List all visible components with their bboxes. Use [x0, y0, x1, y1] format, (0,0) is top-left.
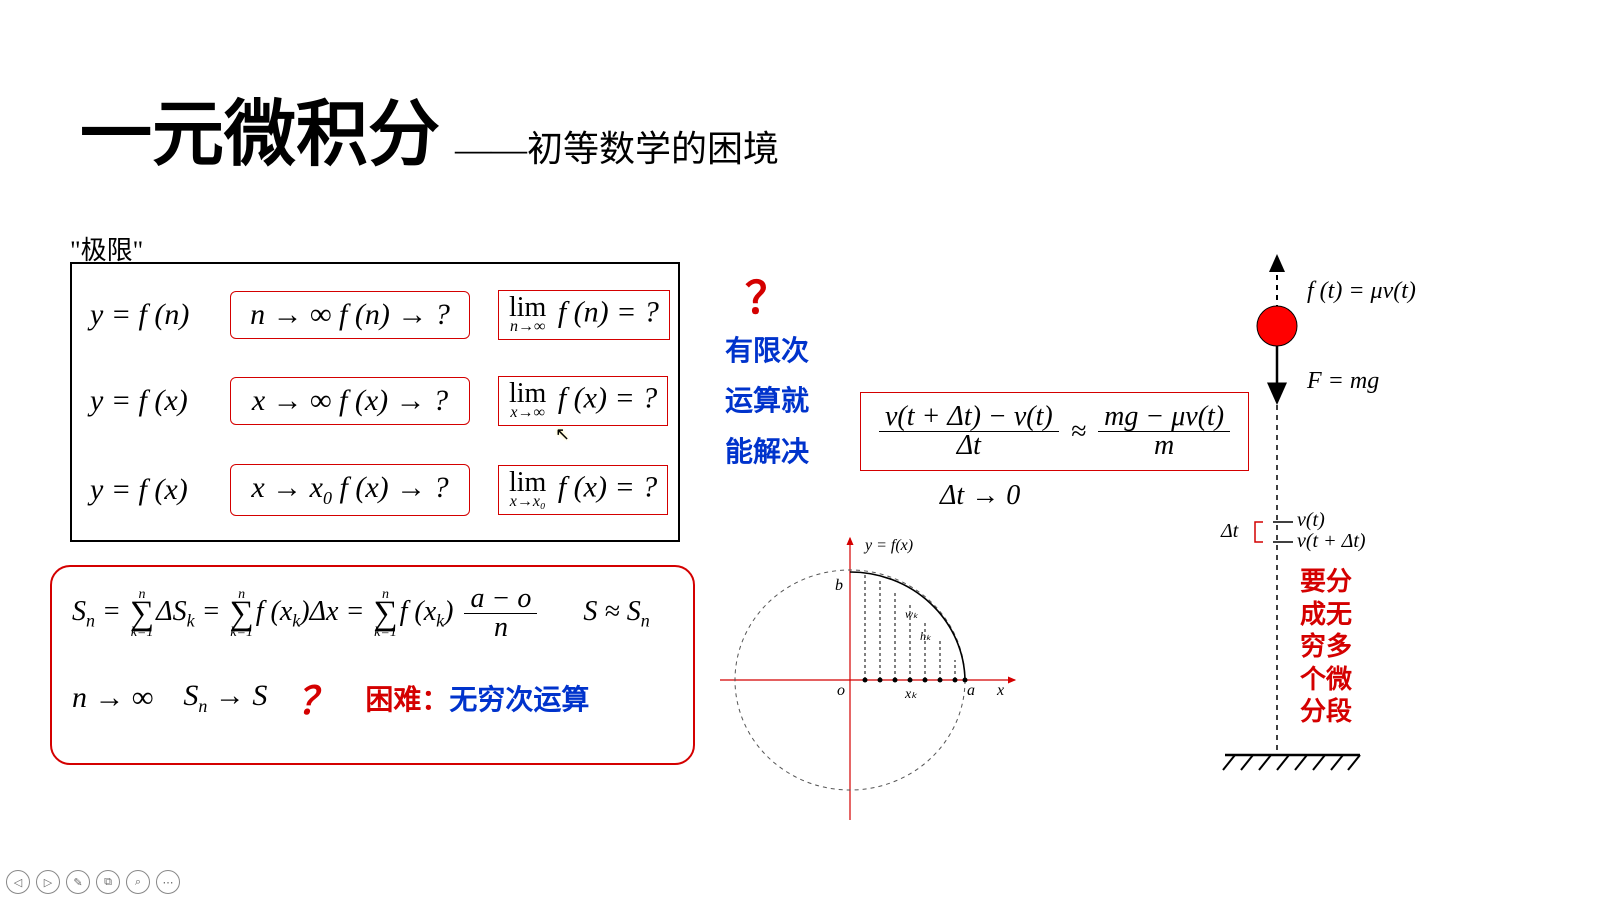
- next-button[interactable]: ▷: [36, 870, 60, 894]
- title-sep: ——: [455, 129, 527, 169]
- svg-text:xₖ: xₖ: [904, 687, 918, 702]
- limit-row-3: y = f (x) x → x0 f (x) → ? lim x→x₀ f (x…: [90, 464, 668, 516]
- y-fx-2: y = f (x): [90, 384, 220, 418]
- sigma-3: n∑k=1: [373, 589, 397, 639]
- svg-text:wₖ: wₖ: [905, 607, 919, 621]
- lim-box-3: lim x→x₀ f (x) = ?: [498, 465, 668, 515]
- title-sub-text: 初等数学的困境: [527, 129, 779, 169]
- svg-text:x: x: [996, 682, 1004, 699]
- mouse-cursor-icon: ↖: [555, 424, 570, 445]
- title-main: 一元微积分: [80, 75, 440, 180]
- lim-box-1: lim n→∞ f (n) = ?: [498, 290, 670, 340]
- lim-symbol-3: lim x→x₀: [509, 470, 546, 510]
- cond-box-3: x → x0 f (x) → ?: [230, 464, 470, 516]
- limit-box: y = f (n) n → ∞ f (n) → ? lim n→∞ f (n) …: [70, 262, 680, 542]
- red-column-text: 要分 成无 穷多 个微 分段: [1300, 565, 1352, 728]
- svg-text:hₖ: hₖ: [920, 629, 932, 643]
- sum-box: Sn = n∑k=1 ΔSk = n∑k=1 f (xk)Δx = n∑k=1 …: [50, 565, 695, 765]
- label-vt-dt: v(t + Δt): [1297, 530, 1366, 553]
- frac-right: mg − μv(t) m: [1098, 403, 1230, 460]
- rc2: 成无: [1300, 598, 1352, 631]
- label-dt: Δt: [1221, 520, 1238, 543]
- presentation-controls: ◁ ▷ ✎ ⧉ ⌕ ⋯: [6, 870, 180, 894]
- lim-expr-3: f (x) = ?: [558, 471, 657, 504]
- cond-box-1: n → ∞ f (n) → ?: [230, 291, 470, 339]
- q-line1: 有限次: [725, 326, 809, 376]
- svg-text:o: o: [837, 682, 845, 699]
- prev-button[interactable]: ◁: [6, 870, 30, 894]
- more-button[interactable]: ⋯: [156, 870, 180, 894]
- lim-expr-1: f (n) = ?: [558, 296, 659, 329]
- frac-left: v(t + Δt) − v(t) Δt: [879, 403, 1059, 460]
- n-to-inf: n → ∞: [72, 681, 153, 715]
- approx-sym: ≈: [1071, 416, 1086, 448]
- sigma-2: n∑k=1: [230, 589, 254, 639]
- frac-ao-n: a − on: [464, 585, 537, 642]
- physics-box: v(t + Δt) − v(t) Δt ≈ mg − μv(t) m: [860, 392, 1249, 471]
- rc5: 分段: [1300, 695, 1352, 728]
- riemann-sum: Sn = n∑k=1 ΔSk = n∑k=1 f (xk)Δx = n∑k=1 …: [72, 585, 673, 642]
- rc3: 穷多: [1300, 630, 1352, 663]
- svg-text:a: a: [967, 682, 975, 699]
- q-line2: 运算就: [725, 376, 809, 426]
- zoom-button[interactable]: ⌕: [126, 870, 150, 894]
- label-f-mu: f (t) = μv(t): [1307, 278, 1416, 305]
- svg-text:y = f(x): y = f(x): [863, 537, 913, 554]
- sum-line2: n → ∞ Sn → S ？ 困难：无穷次运算: [72, 670, 673, 725]
- rc1: 要分: [1300, 565, 1352, 598]
- physics-dt: Δt → 0: [940, 480, 1020, 512]
- title-sub: ——初等数学的困境: [455, 120, 779, 172]
- finite-text: 有限次 运算就 能解决: [725, 326, 809, 477]
- sigma-1: n∑k=1: [130, 589, 154, 639]
- label-vt: v(t): [1297, 509, 1325, 532]
- label-F-mg: F = mg: [1307, 368, 1379, 395]
- lim-expr-2: f (x) = ?: [558, 382, 657, 415]
- sum-q: ？: [297, 670, 335, 725]
- question-column: ？ 有限次 运算就 能解决: [725, 262, 809, 477]
- q-line3: 能解决: [725, 427, 809, 477]
- svg-text:b: b: [835, 577, 843, 594]
- rc4: 个微: [1300, 663, 1352, 696]
- big-question-mark: ？: [725, 262, 809, 326]
- limit-row-1: y = f (n) n → ∞ f (n) → ? lim n→∞ f (n) …: [90, 290, 670, 340]
- difficulty: 困难：无穷次运算: [365, 678, 589, 718]
- slide: 一元微积分 ——初等数学的困境 "极限" y = f (n) n → ∞ f (…: [0, 0, 1600, 900]
- pen-button[interactable]: ✎: [66, 870, 90, 894]
- cond-box-2: x → ∞ f (x) → ?: [230, 377, 470, 425]
- lim-symbol-1: lim n→∞: [509, 295, 546, 335]
- sn-to-s: Sn → S: [183, 679, 267, 717]
- lim-symbol-2: lim x→∞: [509, 381, 546, 421]
- curve-figure: y = f(x) b o a x xₖ wₖ hₖ: [715, 530, 1035, 830]
- y-fn-1: y = f (n): [90, 298, 220, 332]
- curve-svg: y = f(x) b o a x xₖ wₖ hₖ: [715, 530, 1035, 830]
- lim-box-2: lim x→∞ f (x) = ?: [498, 376, 668, 426]
- y-fx-3: y = f (x): [90, 473, 220, 507]
- view-button[interactable]: ⧉: [96, 870, 120, 894]
- limit-row-2: y = f (x) x → ∞ f (x) → ? lim x→∞ f (x) …: [90, 376, 668, 426]
